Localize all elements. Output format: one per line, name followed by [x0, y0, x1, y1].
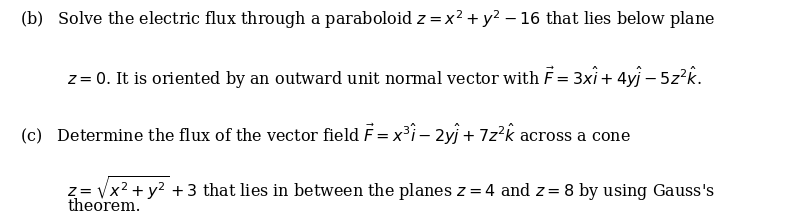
Text: (b)   Solve the electric flux through a paraboloid $z = x^2 + y^2 - 16$ that lie: (b) Solve the electric flux through a pa…: [20, 9, 715, 31]
Text: $z = \sqrt{x^2 + y^2} + 3$ that lies in between the planes $z = 4$ and $z = 8$ b: $z = \sqrt{x^2 + y^2} + 3$ that lies in …: [67, 174, 715, 202]
Text: $z = 0$. It is oriented by an outward unit normal vector with $\vec{F} = 3x\hat{: $z = 0$. It is oriented by an outward un…: [67, 65, 702, 91]
Text: theorem.: theorem.: [67, 198, 141, 215]
Text: (c)   Determine the flux of the vector field $\vec{F} = x^3\hat{i} - 2y\hat{j} +: (c) Determine the flux of the vector fie…: [20, 122, 630, 146]
